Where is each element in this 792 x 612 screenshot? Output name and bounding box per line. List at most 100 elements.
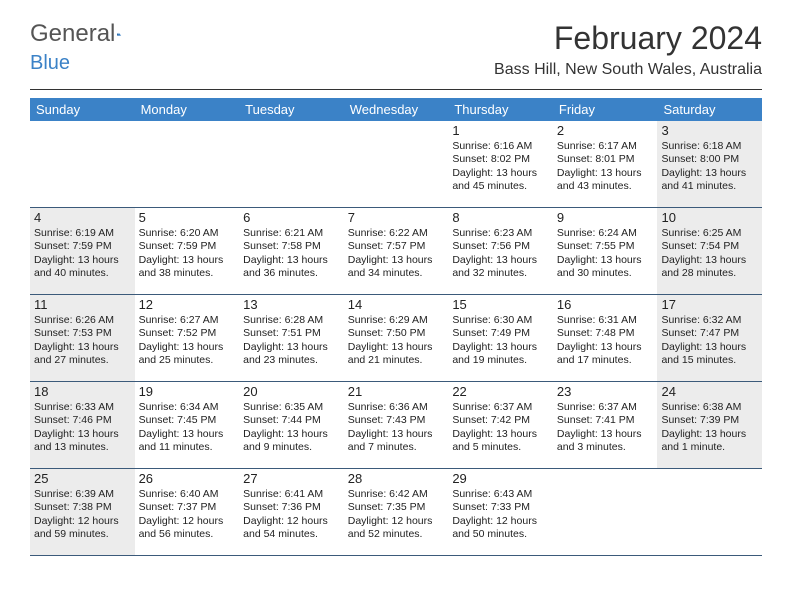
day-cell: 19Sunrise: 6:34 AMSunset: 7:45 PMDayligh… [135, 382, 240, 468]
week-row: 18Sunrise: 6:33 AMSunset: 7:46 PMDayligh… [30, 382, 762, 469]
sunset-text: Sunset: 8:01 PM [557, 153, 654, 166]
day-number: 11 [34, 297, 131, 313]
day-cell: 5Sunrise: 6:20 AMSunset: 7:59 PMDaylight… [135, 208, 240, 294]
daylight-text: Daylight: 13 hours and 21 minutes. [348, 341, 445, 367]
day-number: 28 [348, 471, 445, 487]
sunrise-text: Sunrise: 6:40 AM [139, 488, 236, 501]
daylight-text: Daylight: 13 hours and 13 minutes. [34, 428, 131, 454]
day-cell: 7Sunrise: 6:22 AMSunset: 7:57 PMDaylight… [344, 208, 449, 294]
sunset-text: Sunset: 7:43 PM [348, 414, 445, 427]
daylight-text: Daylight: 12 hours and 52 minutes. [348, 515, 445, 541]
day-number: 13 [243, 297, 340, 313]
day-number: 3 [661, 123, 758, 139]
daylight-text: Daylight: 13 hours and 27 minutes. [34, 341, 131, 367]
sunset-text: Sunset: 7:38 PM [34, 501, 131, 514]
daylight-text: Daylight: 13 hours and 40 minutes. [34, 254, 131, 280]
sunset-text: Sunset: 7:59 PM [34, 240, 131, 253]
daylight-text: Daylight: 13 hours and 9 minutes. [243, 428, 340, 454]
daylight-text: Daylight: 13 hours and 15 minutes. [661, 341, 758, 367]
day-cell: 25Sunrise: 6:39 AMSunset: 7:38 PMDayligh… [30, 469, 135, 555]
daylight-text: Daylight: 13 hours and 5 minutes. [452, 428, 549, 454]
sunset-text: Sunset: 7:55 PM [557, 240, 654, 253]
day-cell: 28Sunrise: 6:42 AMSunset: 7:35 PMDayligh… [344, 469, 449, 555]
day-cell: 11Sunrise: 6:26 AMSunset: 7:53 PMDayligh… [30, 295, 135, 381]
sunset-text: Sunset: 7:49 PM [452, 327, 549, 340]
sunrise-text: Sunrise: 6:27 AM [139, 314, 236, 327]
day-number: 22 [452, 384, 549, 400]
day-number: 20 [243, 384, 340, 400]
location-subtitle: Bass Hill, New South Wales, Australia [494, 61, 762, 79]
daylight-text: Daylight: 13 hours and 32 minutes. [452, 254, 549, 280]
sunrise-text: Sunrise: 6:18 AM [661, 140, 758, 153]
calendar: SundayMondayTuesdayWednesdayThursdayFrid… [30, 98, 762, 556]
sunrise-text: Sunrise: 6:29 AM [348, 314, 445, 327]
sunset-text: Sunset: 7:39 PM [661, 414, 758, 427]
day-cell: 27Sunrise: 6:41 AMSunset: 7:36 PMDayligh… [239, 469, 344, 555]
day-number: 18 [34, 384, 131, 400]
day-header-wednesday: Wednesday [344, 98, 449, 121]
day-number: 1 [452, 123, 549, 139]
header: General February 2024 Bass Hill, New Sou… [0, 0, 792, 85]
logo-word2-wrap: Blue [30, 52, 70, 75]
day-number: 7 [348, 210, 445, 226]
day-cell: 22Sunrise: 6:37 AMSunset: 7:42 PMDayligh… [448, 382, 553, 468]
daylight-text: Daylight: 12 hours and 50 minutes. [452, 515, 549, 541]
sunrise-text: Sunrise: 6:43 AM [452, 488, 549, 501]
daylight-text: Daylight: 13 hours and 38 minutes. [139, 254, 236, 280]
day-number: 9 [557, 210, 654, 226]
daylight-text: Daylight: 13 hours and 36 minutes. [243, 254, 340, 280]
day-cell: 24Sunrise: 6:38 AMSunset: 7:39 PMDayligh… [657, 382, 762, 468]
sunset-text: Sunset: 7:46 PM [34, 414, 131, 427]
day-number: 10 [661, 210, 758, 226]
sunrise-text: Sunrise: 6:17 AM [557, 140, 654, 153]
daylight-text: Daylight: 13 hours and 3 minutes. [557, 428, 654, 454]
sunset-text: Sunset: 8:02 PM [452, 153, 549, 166]
sunrise-text: Sunrise: 6:32 AM [661, 314, 758, 327]
day-cell [657, 469, 762, 555]
logo-word2: Blue [30, 52, 70, 74]
week-row: 25Sunrise: 6:39 AMSunset: 7:38 PMDayligh… [30, 469, 762, 556]
day-number: 6 [243, 210, 340, 226]
sunrise-text: Sunrise: 6:19 AM [34, 227, 131, 240]
day-cell: 18Sunrise: 6:33 AMSunset: 7:46 PMDayligh… [30, 382, 135, 468]
day-number: 8 [452, 210, 549, 226]
daylight-text: Daylight: 12 hours and 56 minutes. [139, 515, 236, 541]
sunset-text: Sunset: 7:37 PM [139, 501, 236, 514]
daylight-text: Daylight: 13 hours and 1 minute. [661, 428, 758, 454]
sunrise-text: Sunrise: 6:33 AM [34, 401, 131, 414]
sunset-text: Sunset: 7:54 PM [661, 240, 758, 253]
sunrise-text: Sunrise: 6:42 AM [348, 488, 445, 501]
sunrise-text: Sunrise: 6:41 AM [243, 488, 340, 501]
sunrise-text: Sunrise: 6:23 AM [452, 227, 549, 240]
day-cell: 29Sunrise: 6:43 AMSunset: 7:33 PMDayligh… [448, 469, 553, 555]
day-cell [135, 121, 240, 207]
day-number: 25 [34, 471, 131, 487]
day-cell: 15Sunrise: 6:30 AMSunset: 7:49 PMDayligh… [448, 295, 553, 381]
sunrise-text: Sunrise: 6:37 AM [557, 401, 654, 414]
daylight-text: Daylight: 13 hours and 43 minutes. [557, 167, 654, 193]
day-number: 29 [452, 471, 549, 487]
daylight-text: Daylight: 12 hours and 54 minutes. [243, 515, 340, 541]
daylight-text: Daylight: 13 hours and 7 minutes. [348, 428, 445, 454]
day-number: 5 [139, 210, 236, 226]
header-rule [30, 89, 762, 90]
sunset-text: Sunset: 7:41 PM [557, 414, 654, 427]
day-cell: 3Sunrise: 6:18 AMSunset: 8:00 PMDaylight… [657, 121, 762, 207]
daylight-text: Daylight: 13 hours and 17 minutes. [557, 341, 654, 367]
sunset-text: Sunset: 7:53 PM [34, 327, 131, 340]
sunrise-text: Sunrise: 6:26 AM [34, 314, 131, 327]
sunset-text: Sunset: 8:00 PM [661, 153, 758, 166]
sunset-text: Sunset: 7:36 PM [243, 501, 340, 514]
sunset-text: Sunset: 7:50 PM [348, 327, 445, 340]
week-row: 4Sunrise: 6:19 AMSunset: 7:59 PMDaylight… [30, 208, 762, 295]
day-cell: 20Sunrise: 6:35 AMSunset: 7:44 PMDayligh… [239, 382, 344, 468]
day-number: 21 [348, 384, 445, 400]
sunrise-text: Sunrise: 6:36 AM [348, 401, 445, 414]
day-number: 14 [348, 297, 445, 313]
sunrise-text: Sunrise: 6:25 AM [661, 227, 758, 240]
sunrise-text: Sunrise: 6:30 AM [452, 314, 549, 327]
daylight-text: Daylight: 12 hours and 59 minutes. [34, 515, 131, 541]
day-cell: 9Sunrise: 6:24 AMSunset: 7:55 PMDaylight… [553, 208, 658, 294]
day-cell [344, 121, 449, 207]
week-row: 11Sunrise: 6:26 AMSunset: 7:53 PMDayligh… [30, 295, 762, 382]
